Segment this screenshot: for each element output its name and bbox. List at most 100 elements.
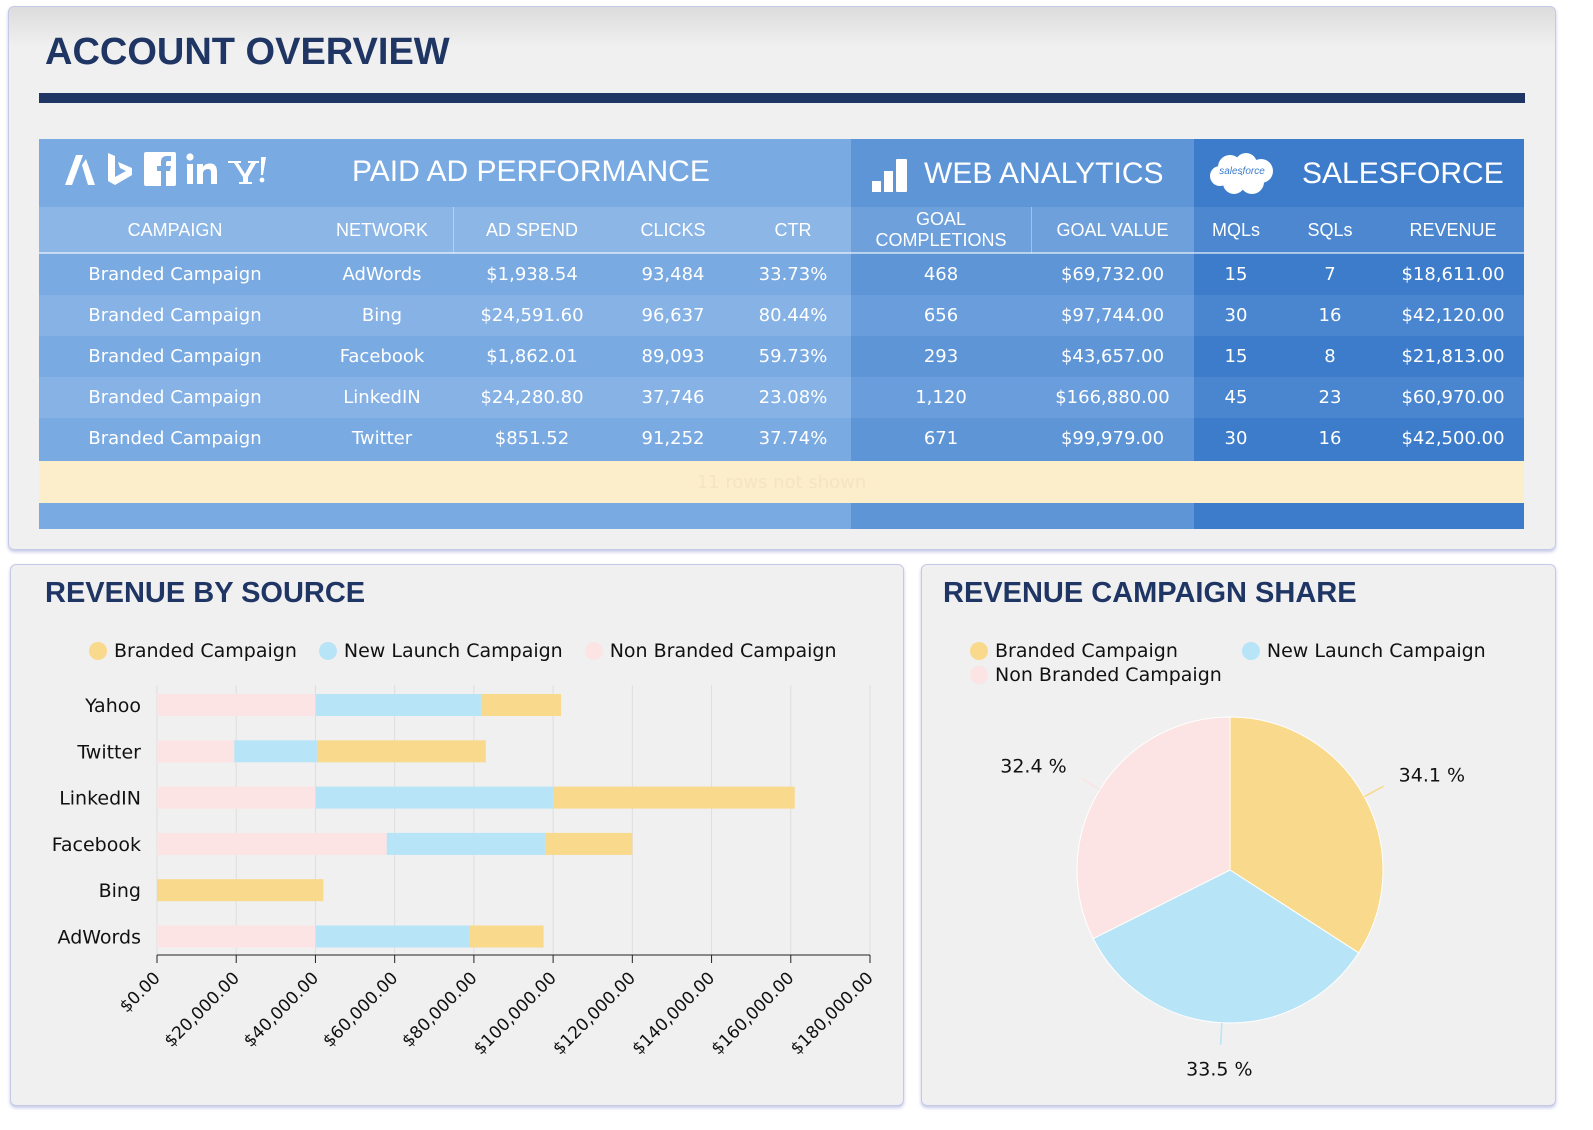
web-header-band (851, 207, 1194, 253)
revenue-campaign-share-panel: REVENUE CAMPAIGN SHARE Branded Campaign … (921, 564, 1556, 1106)
col-header-revenue[interactable]: REVENUE (1409, 219, 1497, 240)
title-divider (39, 93, 1525, 103)
bar-segment (157, 925, 316, 948)
table-cell-ad-spend: $24,280.80 (480, 387, 584, 408)
col-header-goal-completions[interactable]: GOAL COMPLETIONS (875, 209, 1007, 250)
legend-swatch (970, 642, 988, 660)
col-header-clicks[interactable]: CLICKS (640, 219, 706, 240)
pie-data-label: 34.1 % (1399, 765, 1465, 787)
col-header-goal-value[interactable]: GOAL VALUE (1056, 219, 1169, 240)
table-cell-sqls: 16 (1318, 428, 1342, 449)
bing-icon (108, 153, 132, 185)
web-analytics-title: WEB ANALYTICS (924, 157, 1164, 190)
col-divider (453, 207, 454, 253)
legend-item-non-branded[interactable]: Non Branded Campaign (584, 639, 837, 663)
table-cell-revenue: $42,500.00 (1401, 428, 1505, 449)
salesforce-logo-text: salesforce (1219, 166, 1265, 177)
bar-chart-icon (872, 159, 907, 192)
table-cell-ad-spend: $1,938.54 (486, 264, 578, 285)
table-cell-goal-completions: 293 (923, 346, 959, 367)
col-header-ad-spend[interactable]: AD SPEND (485, 219, 579, 240)
revenue-by-source-title: REVENUE BY SOURCE (45, 577, 366, 609)
table-cell-clicks: 89,093 (641, 346, 705, 367)
table-cell-goal-completions: 656 (923, 305, 959, 326)
x-tick-label: $160,000.00 (708, 968, 799, 1059)
pie-leader-line (1363, 785, 1384, 798)
x-tick-label: $180,000.00 (787, 968, 878, 1059)
x-tick-label: $80,000.00 (398, 968, 481, 1051)
table-cell-network: Bing (361, 305, 403, 326)
y-category-label: Bing (99, 880, 141, 902)
revenue-by-source-legend: Branded Campaign New Launch Campaign Non… (89, 639, 859, 663)
row-band (851, 336, 1194, 377)
legend-label: New Launch Campaign (343, 640, 563, 662)
x-tick-label: $100,000.00 (470, 968, 561, 1059)
table-cell-campaign: Branded Campaign (88, 387, 262, 408)
col-header-sqls[interactable]: SQLs (1307, 219, 1353, 240)
y-category-label: Yahoo (84, 695, 141, 717)
more-rows-notice[interactable]: 11 rows not shown (39, 461, 1524, 503)
revenue-by-source-chart: $0.00$20,000.00$40,000.00$60,000.00$80,0… (52, 685, 878, 1059)
table-cell-ctr: 33.73% (758, 264, 828, 285)
legend-item-non-branded[interactable]: Non Branded Campaign (970, 663, 1222, 687)
col-header-network[interactable]: NETWORK (336, 219, 428, 240)
table-cell-goal-value: $99,979.00 (1060, 428, 1165, 449)
x-tick-label: $140,000.00 (628, 968, 719, 1059)
table-cell-goal-value: $69,732.00 (1060, 264, 1165, 285)
salesforce-logo: salesforce (1208, 151, 1276, 197)
bar-segment (315, 786, 554, 809)
facebook-icon (144, 152, 176, 186)
table-cell-revenue: $21,813.00 (1401, 346, 1505, 367)
legend-label: Branded Campaign (995, 640, 1178, 662)
row-band (39, 418, 851, 459)
row-band (851, 418, 1194, 459)
bar-segment (157, 786, 316, 809)
table-cell-campaign: Branded Campaign (88, 305, 262, 326)
table-cell-campaign: Branded Campaign (88, 264, 262, 285)
table-cell-clicks: 96,637 (641, 305, 705, 326)
revenue-by-source-panel: REVENUE BY SOURCE Branded Campaign New L… (10, 564, 904, 1106)
col-header-mqls[interactable]: MQLs (1211, 219, 1260, 240)
row-band (39, 295, 851, 336)
table-cell-ad-spend: $1,862.01 (486, 346, 578, 367)
col-header-ctr[interactable]: CTR (774, 219, 812, 240)
row-band (851, 377, 1194, 418)
table-cell-mqls: 15 (1224, 346, 1248, 367)
legend-item-branded[interactable]: Branded Campaign (89, 639, 297, 663)
table-cell-clicks: 37,746 (641, 387, 705, 408)
bar-segment (234, 740, 318, 763)
legend-item-branded[interactable]: Branded Campaign (970, 639, 1178, 663)
table-cell-goal-value: $166,880.00 (1055, 387, 1170, 408)
table-cell-campaign: Branded Campaign (88, 346, 262, 367)
y-category-label: Twitter (76, 741, 141, 763)
salesforce-cloud-icon (1210, 153, 1273, 194)
revenue-campaign-share-title: REVENUE CAMPAIGN SHARE (943, 577, 1357, 609)
legend-swatch (1241, 642, 1260, 660)
row-band (1194, 336, 1524, 377)
page-title: ACCOUNT OVERVIEW (45, 31, 450, 73)
legend-label: New Launch Campaign (1266, 640, 1486, 662)
legend-item-new-launch[interactable]: New Launch Campaign (1241, 639, 1486, 663)
legend-item-new-launch[interactable]: New Launch Campaign (318, 639, 563, 663)
legend-label: Non Branded Campaign (995, 664, 1222, 686)
legend-label: Non Branded Campaign (609, 640, 837, 662)
table-cell-mqls: 15 (1224, 264, 1248, 285)
x-tick-label: $120,000.00 (549, 968, 640, 1059)
bar-segment (315, 694, 482, 716)
table-cell-goal-completions: 468 (923, 264, 959, 285)
paid-header-band (39, 207, 851, 253)
col-header-campaign[interactable]: CAMPAIGN (127, 219, 223, 240)
legend-label: Branded Campaign (114, 640, 297, 662)
pie-data-label: 33.5 % (1186, 1059, 1252, 1081)
table-cell-sqls: 7 (1324, 264, 1336, 285)
table-cell-campaign: Branded Campaign (88, 428, 262, 449)
table-cell-clicks: 93,484 (641, 264, 705, 285)
table-cell-clicks: 91,252 (641, 428, 705, 449)
y-category-label: Facebook (52, 834, 141, 856)
legend-swatch (970, 666, 988, 684)
row-band (39, 377, 851, 418)
table-cell-network: Facebook (339, 346, 425, 367)
performance-table: PAID AD PERFORMANCE WEB ANALYTICS salesf… (39, 139, 1524, 529)
table-cell-ad-spend: $851.52 (494, 428, 570, 449)
table-cell-network: AdWords (342, 264, 422, 285)
